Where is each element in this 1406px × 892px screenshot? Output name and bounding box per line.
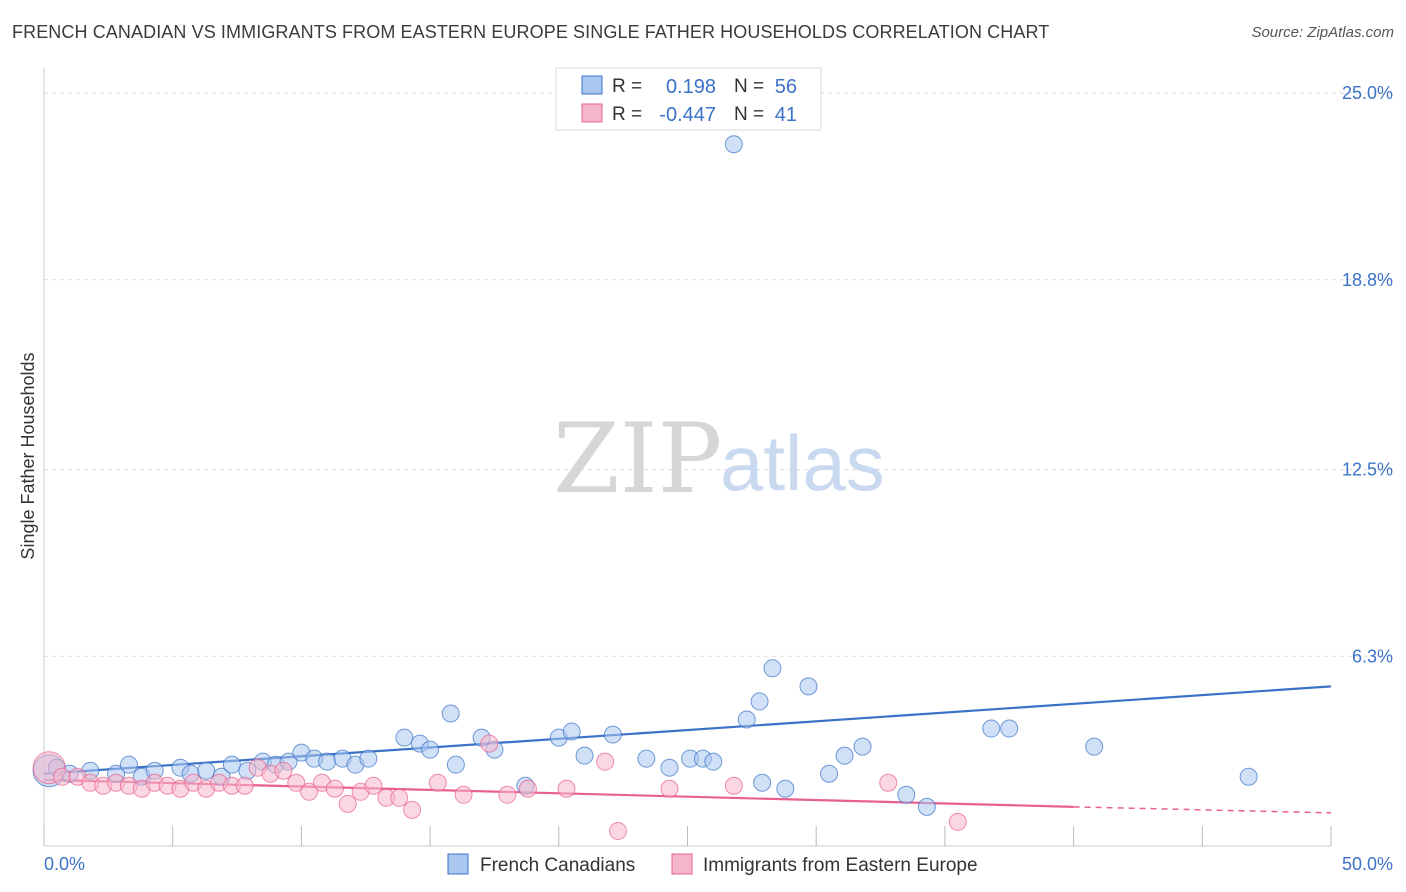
point-french-canadians — [1085, 737, 1104, 756]
point-french-canadians — [897, 785, 916, 804]
point-eastern-europe — [274, 761, 293, 780]
grid-layer — [44, 92, 1393, 657]
point-eastern-europe — [609, 821, 628, 840]
watermark-atlas: atlas — [720, 419, 885, 507]
point-eastern-europe — [660, 779, 679, 798]
x-tick-label-min: 0.0% — [44, 854, 85, 874]
point-french-canadians — [820, 764, 839, 783]
series-legend-swatch-blue — [447, 853, 469, 875]
point-french-canadians — [737, 710, 756, 729]
point-eastern-europe — [879, 773, 898, 792]
point-eastern-europe — [518, 779, 537, 798]
correlation-legend: R = 0.198 N = 56 R = -0.447 N = 41 — [555, 67, 822, 131]
legend-n-value-blue: 56 — [775, 76, 797, 98]
y-tick-labels: 6.3% 12.5% 18.8% 25.0% — [1342, 83, 1393, 666]
y-tick-label: 25.0% — [1342, 83, 1393, 103]
point-eastern-europe — [596, 752, 615, 771]
point-french-canadians — [603, 725, 622, 744]
legend-r-label-pink: R = — [612, 104, 642, 125]
point-french-canadians — [575, 746, 594, 765]
point-french-canadians — [660, 758, 679, 777]
point-eastern-europe — [325, 779, 344, 798]
point-eastern-europe — [364, 776, 383, 795]
point-eastern-europe — [403, 800, 422, 819]
y-tick-label: 18.8% — [1342, 270, 1393, 290]
point-french-canadians — [446, 755, 465, 774]
point-french-canadians — [637, 749, 656, 768]
source-label: Source: ZipAtlas.com — [1251, 24, 1394, 41]
legend-r-label-blue: R = — [612, 76, 642, 97]
point-french-canadians — [1000, 719, 1019, 738]
legend-swatch-blue — [581, 75, 603, 95]
series-legend-label-blue: French Canadians — [480, 855, 635, 876]
point-french-canadians — [441, 704, 460, 723]
point-french-canadians — [119, 755, 138, 774]
point-french-canadians — [917, 797, 936, 816]
point-french-canadians — [776, 779, 795, 798]
point-french-canadians — [750, 692, 769, 711]
axis-layer — [43, 68, 1332, 847]
legend-n-value-pink: 41 — [775, 104, 797, 126]
point-french-canadians — [724, 135, 743, 154]
point-french-canadians — [835, 746, 854, 765]
legend-r-value-blue: 0.198 — [666, 76, 716, 98]
trend-line-dashed-1 — [1073, 806, 1332, 814]
point-eastern-europe — [480, 734, 499, 753]
trend-layer — [43, 685, 1332, 814]
points-layer — [32, 135, 1258, 840]
point-french-canadians — [799, 677, 818, 696]
point-eastern-europe — [300, 782, 319, 801]
legend-n-label-blue: N = — [734, 76, 764, 97]
x-tick-label-max: 50.0% — [1342, 854, 1393, 874]
point-french-canadians — [982, 719, 1001, 738]
point-french-canadians — [853, 737, 872, 756]
y-axis-label: Single Father Households — [18, 352, 38, 559]
point-french-canadians — [222, 755, 241, 774]
point-eastern-europe — [428, 773, 447, 792]
point-eastern-europe — [724, 776, 743, 795]
point-eastern-europe — [338, 794, 357, 813]
point-french-canadians — [318, 752, 337, 771]
point-french-canadians — [704, 752, 723, 771]
y-tick-label: 6.3% — [1352, 646, 1393, 666]
y-tick-label: 12.5% — [1342, 460, 1393, 480]
chart-title: FRENCH CANADIAN VS IMMIGRANTS FROM EASTE… — [12, 22, 1050, 42]
point-eastern-europe — [557, 779, 576, 798]
point-french-canadians — [421, 740, 440, 759]
point-french-canadians — [359, 749, 378, 768]
series-legend-label-pink: Immigrants from Eastern Europe — [703, 855, 978, 876]
point-eastern-europe — [287, 773, 306, 792]
point-french-canadians — [763, 659, 782, 678]
point-eastern-europe — [498, 785, 517, 804]
point-eastern-europe — [53, 767, 72, 786]
legend-swatch-pink — [581, 103, 603, 123]
point-french-canadians — [753, 773, 772, 792]
series-legend: French Canadians Immigrants from Eastern… — [447, 853, 978, 876]
series-legend-swatch-pink — [671, 853, 693, 875]
point-french-canadians — [562, 722, 581, 741]
point-eastern-europe — [948, 812, 967, 831]
watermark-zip: ZIP — [553, 403, 722, 515]
point-french-canadians — [197, 761, 216, 780]
legend-r-value-pink: -0.447 — [659, 104, 716, 126]
watermark: ZIP atlas — [553, 403, 885, 515]
legend-n-label-pink: N = — [734, 104, 764, 125]
point-eastern-europe — [235, 776, 254, 795]
point-french-canadians — [1239, 767, 1258, 786]
point-eastern-europe — [454, 785, 473, 804]
point-french-canadians — [395, 728, 414, 747]
point-eastern-europe — [390, 788, 409, 807]
